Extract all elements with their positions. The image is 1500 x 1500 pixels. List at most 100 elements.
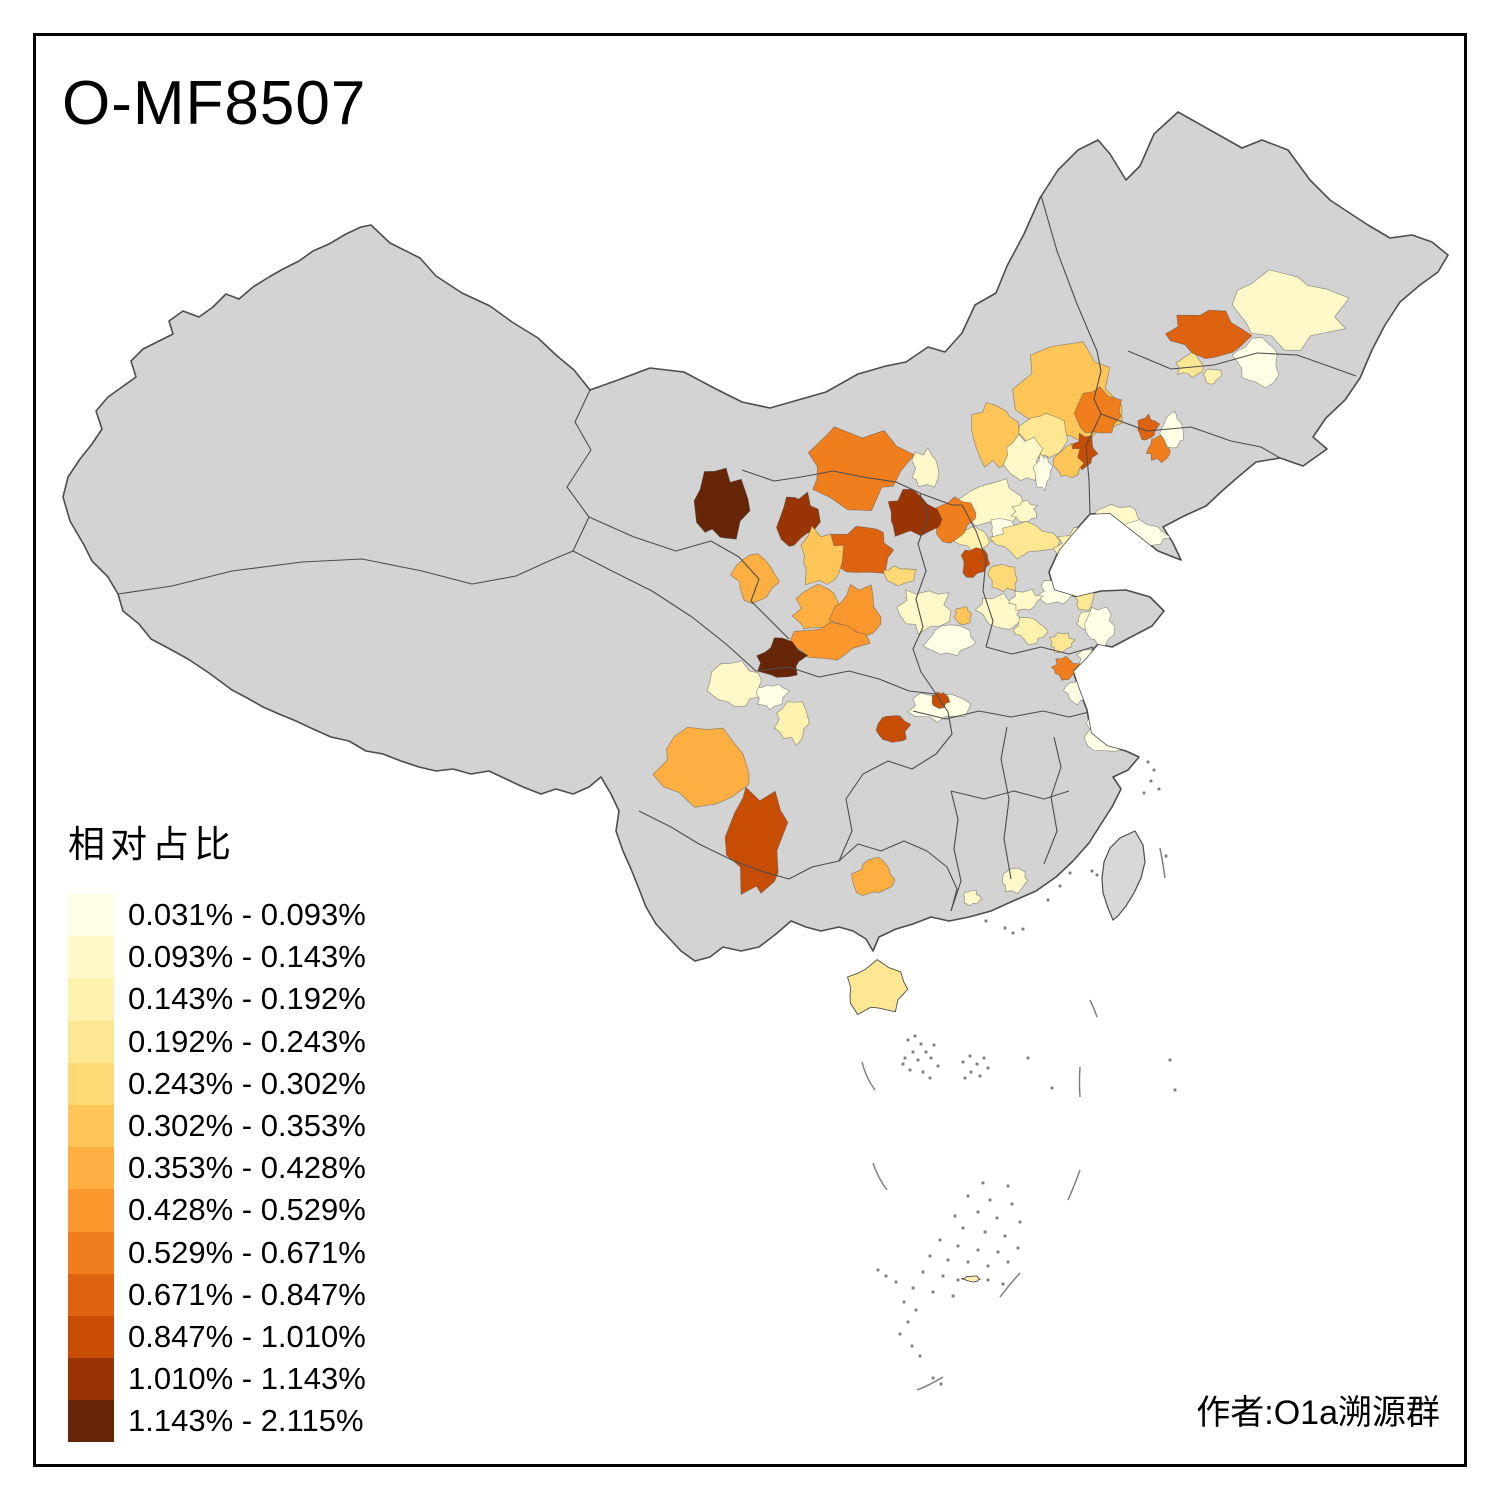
province-border	[1000, 726, 1012, 880]
legend-class-label: 0.302% - 0.353%	[128, 1108, 366, 1144]
legend-swatch	[68, 1062, 114, 1105]
sea-islet	[908, 1068, 912, 1072]
legend-swatch	[68, 1189, 114, 1232]
legend-swatch	[68, 1104, 114, 1148]
sea-islet	[876, 1268, 880, 1272]
sea-islet	[1003, 1234, 1007, 1238]
map-region	[774, 701, 810, 747]
map-region	[960, 547, 991, 578]
figure-title: O-MF8507	[62, 69, 367, 138]
map-region	[790, 621, 871, 661]
legend-class-label: 0.243% - 0.302%	[128, 1065, 366, 1101]
sea-islet	[961, 1226, 965, 1230]
legend-swatch	[68, 1315, 114, 1359]
legend-class-label: 1.143% - 2.115%	[128, 1403, 364, 1439]
map-region	[807, 426, 915, 511]
legend-swatch	[68, 1147, 114, 1190]
map-region	[953, 606, 972, 625]
sea-islet	[975, 1062, 979, 1066]
sea-islet	[1046, 898, 1050, 902]
province-border	[588, 516, 790, 640]
province-border	[1100, 413, 1281, 459]
map-region	[1175, 350, 1204, 379]
sea-islet	[919, 1042, 923, 1046]
map-region	[756, 637, 809, 678]
province-border	[838, 693, 953, 862]
legend-swatch	[68, 1400, 114, 1443]
sea-islet	[1016, 1246, 1020, 1250]
sea-islet	[966, 1260, 970, 1264]
map-region	[1084, 606, 1116, 648]
map-region	[1007, 588, 1044, 611]
sea-islet	[956, 1244, 960, 1248]
map-region	[1159, 411, 1184, 449]
map-region	[1010, 499, 1039, 523]
province-border	[950, 790, 962, 912]
legend-class-label: 0.671% - 0.847%	[128, 1276, 366, 1312]
legend-row: 0.243% - 0.302%	[68, 1062, 366, 1105]
legend-class-label: 0.529% - 0.671%	[128, 1234, 366, 1270]
legend-row: 0.192% - 0.243%	[68, 1020, 366, 1063]
sea-islet	[984, 919, 988, 923]
sea-islet	[986, 1066, 990, 1070]
legend-class-label: 0.031% - 0.093%	[128, 897, 366, 933]
legend-row: 0.671% - 0.847%	[68, 1273, 366, 1316]
map-region	[776, 491, 821, 547]
map-region	[987, 564, 1018, 593]
province-border	[566, 389, 592, 552]
sea-islet	[986, 1264, 990, 1268]
sea-islet	[931, 1290, 935, 1294]
taiwan-island	[1101, 830, 1146, 921]
map-region	[706, 660, 764, 708]
sea-islet	[1018, 1220, 1022, 1224]
sea-islet	[1006, 1260, 1010, 1264]
sea-islet	[941, 1274, 945, 1278]
sea-islet	[913, 1034, 917, 1038]
sea-islet	[918, 1354, 922, 1358]
sea-islet	[928, 1076, 932, 1080]
legend-swatch	[68, 1020, 114, 1063]
sea-islet	[951, 1294, 955, 1298]
legend-row: 0.093% - 0.143%	[68, 936, 366, 979]
legend-row: 0.529% - 0.671%	[68, 1231, 366, 1274]
map-region	[1083, 713, 1137, 752]
province-border	[961, 504, 994, 648]
sea-detail-arc	[872, 1162, 888, 1191]
sea-islet	[976, 1248, 980, 1252]
legend-swatch	[68, 1231, 114, 1274]
legend-class-label: 0.353% - 0.428%	[128, 1150, 366, 1186]
sea-islet	[898, 1332, 902, 1336]
sea-islet	[1157, 787, 1161, 791]
sea-detail-arc	[861, 1061, 876, 1091]
legend-class-label: 0.192% - 0.243%	[128, 1023, 366, 1059]
province-border	[985, 646, 1094, 655]
legend-row: 0.302% - 0.353%	[68, 1104, 366, 1148]
map-region	[882, 565, 917, 587]
legend-class-label: 0.847% - 1.010%	[128, 1318, 366, 1354]
province-border	[638, 810, 840, 880]
sea-islet	[939, 1382, 943, 1386]
legend-swatch	[68, 894, 114, 937]
sea-islet	[921, 1270, 925, 1274]
sea-islet	[1021, 927, 1025, 931]
legend-rows: 0.031% - 0.093% 0.093% - 0.143% 0.143% -…	[68, 894, 366, 1443]
sea-islet	[1149, 779, 1153, 783]
map-region	[875, 715, 912, 743]
map-region	[1002, 433, 1044, 482]
sea-islet	[901, 1062, 905, 1066]
legend-row: 0.031% - 0.093%	[68, 894, 366, 937]
map-region	[1050, 655, 1080, 681]
sea-islet	[1095, 873, 1099, 877]
sea-islet	[932, 1043, 936, 1047]
sea-islet	[914, 1308, 918, 1312]
legend-class-label: 0.428% - 0.529%	[128, 1192, 366, 1228]
sea-islet	[966, 1194, 970, 1198]
map-region	[800, 524, 845, 586]
legend-class-label: 1.010% - 1.143%	[128, 1361, 366, 1397]
map-region	[724, 786, 789, 895]
sea-islet	[953, 1214, 957, 1218]
map-region	[1231, 337, 1280, 389]
map-region	[652, 726, 750, 808]
legend-row: 0.428% - 0.529%	[68, 1189, 366, 1232]
